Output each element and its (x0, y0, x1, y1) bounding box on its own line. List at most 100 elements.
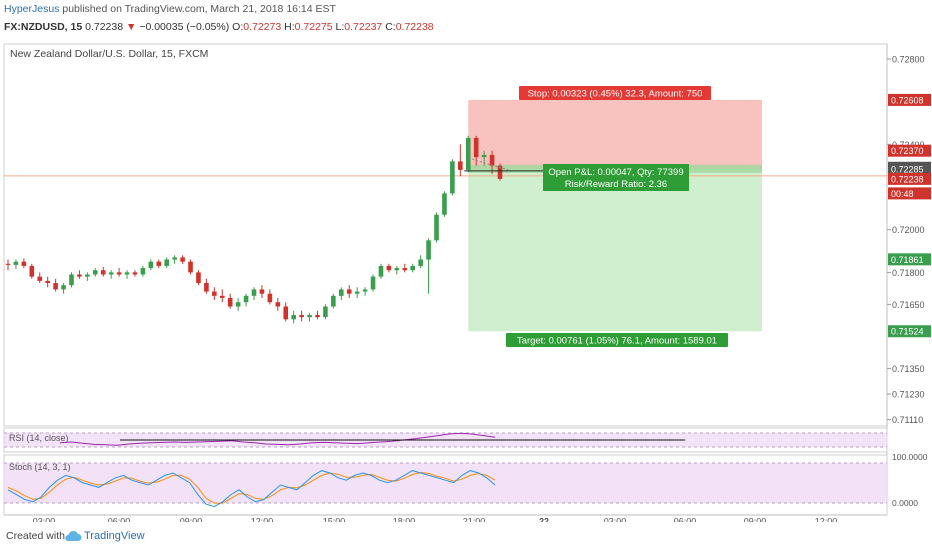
candle-body (204, 283, 209, 292)
candle-body (37, 276, 43, 281)
candle-body (235, 302, 241, 307)
candle-body (53, 283, 58, 290)
candle-body (243, 295, 249, 303)
price-label-box (888, 162, 931, 175)
candle-body (338, 289, 344, 296)
high-key: H: (284, 21, 295, 33)
candle-body (346, 289, 352, 294)
candle-body (299, 315, 304, 318)
candle-body (69, 274, 74, 286)
chart-title: New Zealand Dollar/U.S. Dollar, 15, FXCM (10, 48, 208, 60)
candle-body (21, 261, 27, 266)
candle-body (323, 306, 328, 318)
stop-label-text: Stop: 0.00323 (0.45%) 32.3, Amount: 750 (528, 89, 703, 100)
price-label-box (888, 93, 931, 106)
x-tick-label: 09:00 (180, 516, 203, 522)
candle-body (402, 268, 408, 271)
candle-body (283, 306, 289, 320)
x-tick-label: 18:00 (393, 516, 416, 522)
stop-label: Stop: 0.00323 (0.45%) 32.3, Amount: 750 (519, 86, 711, 100)
candle-body (434, 214, 439, 241)
candle-body (61, 285, 66, 290)
candle-body (481, 154, 487, 158)
x-tick-label: 06:00 (108, 516, 131, 522)
down-arrow-icon: ▼ (126, 21, 137, 33)
author-link[interactable]: HyperJesus (4, 3, 60, 15)
candle-body (196, 272, 201, 284)
stop-zone (468, 99, 762, 169)
candle-body (124, 272, 130, 275)
close-value: 0.72238 (395, 21, 434, 33)
x-tick-label: 12:00 (251, 516, 274, 522)
candle-body (108, 272, 114, 275)
price-chart[interactable]: 0.728000.724000.720000.718000.716500.713… (0, 0, 932, 522)
pnl-rr-label: Open P&L: 0.00047, Qty: 77399Risk/Reward… (543, 164, 689, 191)
candle-body (251, 289, 257, 296)
candle-body (442, 193, 447, 215)
target-zone (468, 168, 762, 332)
y-tick-label: 0.71230 (892, 389, 925, 399)
high-value: 0.72275 (294, 21, 333, 33)
x-tick-label: 15:00 (323, 516, 346, 522)
candle-body (378, 265, 384, 277)
rsi-label: RSI (14, close) (9, 433, 69, 443)
publish-info: published on TradingView.com, March 21, … (59, 3, 336, 15)
target-label-text: Target: 0.00761 (1.05%) 76.1, Amount: 15… (517, 336, 717, 347)
created-with-label: Created with (6, 530, 65, 542)
stoch-tick-label: 0.0000 (892, 498, 918, 508)
candle-body (140, 268, 146, 275)
y-tick-label: 0.71110 (892, 415, 923, 425)
price-change: −0.00035 (−0.05%) (139, 21, 230, 33)
candle-body (188, 261, 193, 273)
candle-body (458, 161, 463, 170)
candle-body (259, 289, 265, 294)
price-label-box (888, 187, 931, 200)
candle-body (164, 259, 170, 266)
candle-body (473, 137, 479, 158)
candle-body (315, 315, 320, 318)
tradingview-brand-link[interactable]: TradingView (84, 530, 145, 542)
target-label: Target: 0.00761 (1.05%) 76.1, Amount: 15… (506, 333, 728, 347)
last-price: 0.72238 (85, 21, 124, 33)
publish-line: HyperJesus published on TradingView.com,… (4, 3, 336, 15)
rr-text: Risk/Reward Ratio: 2.36 (565, 179, 667, 190)
price-label-box (888, 253, 931, 266)
candle-body (386, 265, 392, 271)
candle-body (418, 259, 423, 266)
pnl-rr-box (543, 164, 689, 191)
candle-body (331, 295, 336, 307)
candle-body (354, 291, 360, 294)
candle-body (5, 263, 11, 265)
candle-body (132, 272, 138, 275)
price-label-text: 0.71861 (891, 255, 924, 265)
candle-body (426, 240, 431, 260)
low-value: 0.72237 (344, 21, 383, 33)
price-label-text: 0.71524 (891, 327, 924, 337)
candle-body (77, 274, 82, 277)
y-tick-label: 0.71350 (892, 364, 925, 374)
stoch-d-line (7, 471, 496, 504)
stoch-label: Stoch (14, 3, 1) (9, 462, 71, 472)
candle-body (212, 291, 217, 296)
candle-body (219, 295, 225, 298)
close-key: C: (385, 21, 396, 33)
candle-body (394, 268, 400, 271)
y-tick-label: 0.72000 (892, 225, 925, 235)
price-label-text: 0.72370 (891, 146, 924, 156)
candle-body (497, 165, 503, 179)
x-tick-label: 03:00 (604, 516, 627, 522)
stop-label-box (519, 86, 711, 100)
open-key: O: (232, 21, 244, 33)
x-tick-label: 03:00 (33, 516, 56, 522)
open-value: 0.72273 (243, 21, 282, 33)
price-label-text: 00:48 (891, 189, 914, 199)
stoch-k-line (7, 470, 496, 508)
candle-body (275, 302, 281, 307)
candle-body (148, 261, 154, 269)
x-tick-label: 21:00 (463, 516, 486, 522)
rsi-line (59, 432, 496, 446)
x-tick-label: 12:00 (815, 516, 838, 522)
pnl-text: Open P&L: 0.00047, Qty: 77399 (548, 167, 683, 178)
ohlc-line: FX:NZDUSD, 15 0.72238 ▼ −0.00035 (−0.05%… (4, 21, 434, 33)
candle-body (450, 161, 455, 194)
